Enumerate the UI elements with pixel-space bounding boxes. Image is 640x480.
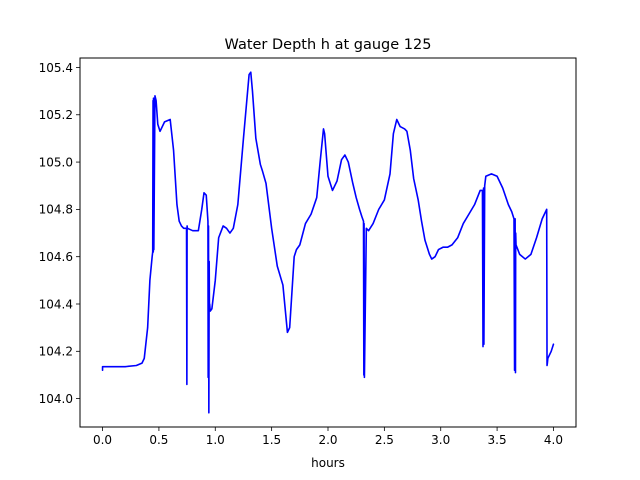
x-tick-label: 4.0	[544, 433, 563, 447]
x-tick-label: 3.5	[488, 433, 507, 447]
series-line	[101, 71, 555, 414]
y-tick-label: 104.4	[39, 297, 73, 311]
x-tick-label: 1.5	[262, 433, 281, 447]
x-tick-label: 2.5	[375, 433, 394, 447]
x-tick-label: 2.0	[318, 433, 337, 447]
x-tick-label: 0.5	[149, 433, 168, 447]
y-tick-label: 105.0	[39, 155, 73, 169]
y-tick-label: 104.0	[39, 392, 73, 406]
y-tick-label: 104.2	[39, 345, 73, 359]
chart-marks: 0.0 0.5 1.0 1.5 2.0 2.5 3.0 3.5 4.0 104.0 104.2 104…	[39, 61, 563, 447]
y-tick-label: 105.4	[39, 61, 73, 75]
x-tick-label: 0.0	[93, 433, 112, 447]
y-tick-label: 104.8	[39, 203, 73, 217]
x-tick-label: 3.0	[431, 433, 450, 447]
y-tick-label: 104.6	[39, 250, 73, 264]
x-tick-label: 1.0	[206, 433, 225, 447]
chart-title: Water Depth h at gauge 125	[225, 37, 432, 53]
y-tick-label: 105.2	[39, 108, 73, 122]
x-axis-label: hours	[311, 456, 345, 470]
plot-area-frame	[79, 57, 577, 428]
